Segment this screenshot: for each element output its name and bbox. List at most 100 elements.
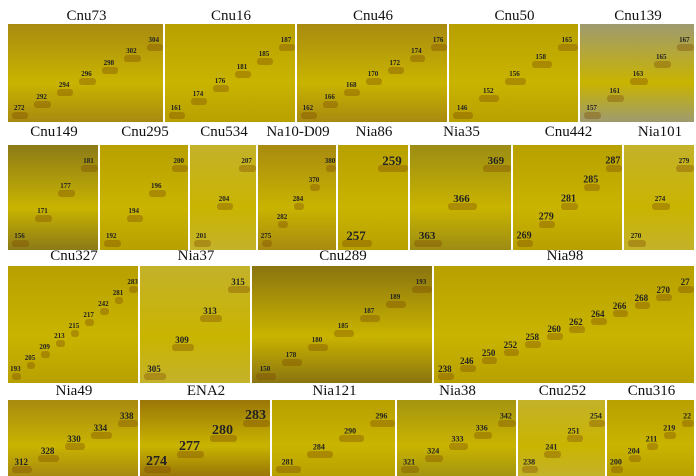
band-smear xyxy=(386,301,406,308)
band-label: 279 xyxy=(679,157,690,165)
band-smear xyxy=(34,101,50,108)
band-smear xyxy=(12,240,29,247)
panel-title: Cnu73 xyxy=(66,8,106,25)
band-label: 369 xyxy=(488,155,505,167)
band-label: 270 xyxy=(631,232,642,240)
band-label: 161 xyxy=(610,87,621,95)
band-label: 209 xyxy=(39,343,50,351)
band-label: 213 xyxy=(54,332,65,340)
band-smear xyxy=(41,351,50,358)
band-smear xyxy=(301,112,317,119)
panel-title: Na10-D09 xyxy=(266,124,329,141)
band-smear xyxy=(474,432,492,439)
band-smear xyxy=(228,286,250,293)
band-smear xyxy=(217,203,234,210)
panel-title: Cnu316 xyxy=(628,383,676,400)
band-label: 246 xyxy=(460,356,474,366)
band-label: 172 xyxy=(389,59,400,67)
band-smear xyxy=(547,333,563,340)
band-smear xyxy=(191,98,207,105)
band-label: 330 xyxy=(67,434,81,444)
band-label: 302 xyxy=(126,47,137,55)
band-smear xyxy=(664,432,676,439)
band-label: 187 xyxy=(364,307,375,315)
band-label: 283 xyxy=(245,408,266,424)
band-label: 196 xyxy=(151,182,162,190)
band-smear xyxy=(504,349,520,356)
panel-title: Nia37 xyxy=(178,248,215,265)
band-label: 185 xyxy=(338,322,349,330)
band-label: 281 xyxy=(113,289,124,297)
band-smear xyxy=(567,435,583,442)
band-smear xyxy=(213,85,229,92)
band-label: 296 xyxy=(375,412,387,421)
band-smear xyxy=(544,451,560,458)
band-smear xyxy=(591,318,607,325)
band-label: 274 xyxy=(146,454,167,470)
band-smear xyxy=(647,443,659,450)
band-label: 205 xyxy=(25,354,36,362)
band-smear xyxy=(35,215,52,222)
band-label: 269 xyxy=(517,231,532,242)
band-smear xyxy=(307,451,332,458)
panel-title: Cnu149 xyxy=(30,124,78,141)
band-smear xyxy=(79,78,95,85)
band-smear xyxy=(635,302,651,309)
band-smear xyxy=(360,315,380,322)
band-smear xyxy=(326,165,336,172)
band-smear xyxy=(522,466,538,473)
band-smear xyxy=(584,112,601,119)
band-smear xyxy=(65,443,85,450)
band-label: 158 xyxy=(535,53,546,61)
band-smear xyxy=(102,67,118,74)
band-smear xyxy=(569,326,585,333)
band-label: 296 xyxy=(81,70,92,78)
band-label: 174 xyxy=(193,90,204,98)
band-smear xyxy=(656,294,672,301)
band-smear xyxy=(628,240,646,247)
panel-title: Nia86 xyxy=(356,124,393,141)
band-label: 280 xyxy=(212,423,233,439)
band-smear xyxy=(532,61,552,68)
panel-title: Nia98 xyxy=(547,248,584,265)
band-label: 270 xyxy=(657,285,671,295)
band-label: 241 xyxy=(545,442,557,451)
band-smear xyxy=(127,215,144,222)
band-label: 338 xyxy=(120,411,134,421)
band-smear xyxy=(276,466,301,473)
band-label: 284 xyxy=(313,442,325,451)
band-smear xyxy=(85,319,94,326)
band-label: 283 xyxy=(127,278,138,286)
band-label: 305 xyxy=(147,364,161,374)
band-smear xyxy=(282,359,302,366)
band-smear xyxy=(12,373,21,380)
band-label: 171 xyxy=(37,207,48,215)
gel-panel xyxy=(165,24,297,122)
band-smear xyxy=(58,190,75,197)
band-label: 380 xyxy=(325,157,336,165)
band-label: 163 xyxy=(633,70,644,78)
band-smear xyxy=(308,344,328,351)
band-smear xyxy=(334,330,354,337)
band-label: 27 xyxy=(681,277,690,287)
band-label: 251 xyxy=(568,427,580,436)
band-label: 298 xyxy=(104,59,115,67)
band-label: 342 xyxy=(500,412,512,421)
band-label: 165 xyxy=(562,36,573,44)
band-label: 242 xyxy=(98,300,109,308)
band-smear xyxy=(129,286,138,293)
panel-title: Cnu534 xyxy=(200,124,248,141)
band-label: 259 xyxy=(382,153,402,169)
band-label: 178 xyxy=(286,351,297,359)
band-label: 174 xyxy=(411,47,422,55)
band-smear xyxy=(431,44,447,51)
band-smear xyxy=(676,165,694,172)
band-label: 258 xyxy=(526,332,540,342)
band-label: 193 xyxy=(10,365,21,373)
band-label: 180 xyxy=(312,336,323,344)
panel-title: Nia121 xyxy=(312,383,356,400)
band-smear xyxy=(118,420,138,427)
band-smear xyxy=(27,362,36,369)
band-label: 204 xyxy=(219,195,230,203)
panel-title: Cnu442 xyxy=(545,124,593,141)
